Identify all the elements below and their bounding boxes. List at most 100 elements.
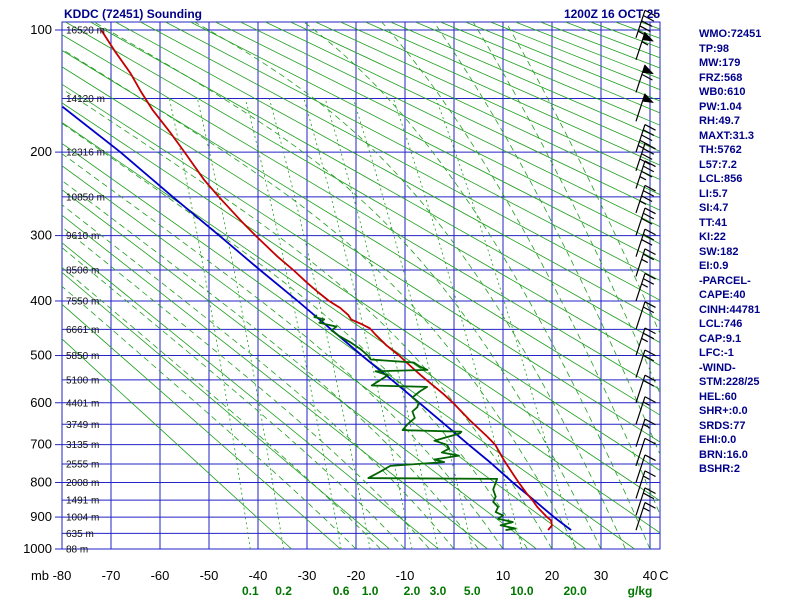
svg-text:16520 m: 16520 m (66, 26, 105, 37)
stat-line: LI:5.7 (699, 187, 728, 200)
stat-line: TP:98 (699, 42, 729, 55)
mixing-ratio-lines (169, 98, 576, 549)
svg-text:1004 m: 1004 m (66, 513, 99, 524)
svg-text:400: 400 (30, 293, 52, 308)
parcel-trace (62, 105, 572, 531)
stat-line: -WIND- (699, 361, 736, 374)
wind-barb (635, 142, 656, 172)
stat-line: BRN:16.0 (699, 448, 748, 461)
svg-text:100: 100 (30, 22, 52, 37)
stat-line: SRDS:77 (699, 419, 746, 432)
stat-line: SW:182 (699, 245, 739, 258)
wind-barb (635, 301, 656, 330)
svg-text:5850 m: 5850 m (66, 351, 99, 362)
stat-line: MW:179 (699, 57, 741, 69)
svg-text:900: 900 (30, 509, 52, 524)
stat-line: WMO:72451 (699, 28, 762, 40)
svg-text:30: 30 (594, 568, 608, 583)
stat-line: WB0:610 (699, 86, 746, 98)
wind-barb (635, 228, 656, 257)
stat-line: CAPE:40 (699, 289, 746, 301)
svg-text:10.0: 10.0 (510, 584, 534, 598)
temperature-axis-labels: -80 -70 -60 -50 -40 -30 -20 -10 10 20 30 40 C (53, 568, 669, 583)
svg-text:3135 m: 3135 m (66, 440, 99, 451)
stat-line: MAXT:31.3 (699, 129, 755, 142)
svg-text:-10: -10 (396, 568, 415, 583)
stat-line: CINH:44781 (699, 303, 761, 316)
svg-text:0.2: 0.2 (275, 584, 292, 598)
svg-text:600: 600 (30, 395, 52, 410)
stat-line: EI:0.9 (699, 260, 729, 272)
svg-text:88 m: 88 m (66, 545, 88, 556)
svg-text:700: 700 (30, 437, 52, 452)
wind-barbs (635, 9, 656, 531)
svg-text:5.0: 5.0 (464, 584, 481, 598)
svg-text:800: 800 (30, 474, 52, 489)
stat-line: TH:5762 (699, 144, 742, 156)
wind-barb (635, 437, 656, 467)
wind-barb (635, 272, 656, 302)
stat-line: LCL:856 (699, 173, 743, 185)
stat-line: PW:1.04 (699, 100, 742, 113)
sounding-datetime: 1200Z 16 OCT 25 (563, 7, 660, 21)
svg-text:5100 m: 5100 m (66, 375, 99, 386)
wind-barb (635, 207, 656, 236)
dewpoint-trace (313, 314, 517, 531)
wind-barb (635, 184, 656, 214)
dry-adiabats (62, 22, 660, 549)
wind-barb (635, 160, 656, 189)
stat-line: RH:49.7 (699, 115, 740, 127)
svg-text:-80: -80 (53, 568, 72, 583)
svg-text:2.0: 2.0 (404, 584, 421, 598)
stat-line: L57:7.2 (699, 158, 737, 171)
stat-line: TT:41 (699, 216, 728, 229)
wind-barb (635, 64, 655, 93)
temperature-trace (100, 29, 553, 531)
mixing-ratio-labels: 0.1 0.2 0.6 1.0 2.0 3.0 5.0 10.0 20.0 g/kg (242, 584, 652, 598)
svg-text:12316 m: 12316 m (66, 148, 105, 159)
svg-text:6661 m: 6661 m (66, 325, 99, 336)
svg-text:-40: -40 (249, 568, 268, 583)
mixing-unit-label: g/kg (628, 584, 653, 598)
svg-text:500: 500 (30, 348, 52, 363)
stat-line: LCL:746 (699, 318, 743, 330)
wind-barb (635, 502, 656, 531)
stat-line: BSHR:2 (699, 463, 740, 475)
wind-barb (635, 31, 655, 60)
wind-barb (635, 248, 656, 277)
svg-text:20: 20 (545, 568, 559, 583)
pressure-unit-label: mb (31, 568, 49, 583)
stat-line: CAP:9.1 (699, 332, 742, 345)
wind-barb (635, 9, 656, 39)
stat-line: LFC:-1 (699, 347, 734, 359)
svg-text:9610 m: 9610 m (66, 231, 99, 242)
svg-text:635 m: 635 m (66, 529, 94, 540)
stat-line: STM:228/25 (699, 376, 760, 388)
stat-line: FRZ:568 (699, 71, 743, 84)
svg-text:40: 40 (643, 568, 657, 583)
stat-line: HEL:60 (699, 390, 737, 403)
svg-text:1491 m: 1491 m (66, 496, 99, 507)
wind-barb (635, 374, 656, 403)
wind-barb (635, 487, 656, 516)
svg-text:-30: -30 (298, 568, 317, 583)
svg-text:0.1: 0.1 (242, 584, 259, 598)
stat-line: SI:4.7 (699, 202, 729, 214)
svg-text:7550 m: 7550 m (66, 296, 99, 307)
stat-line: SHR+:0.0 (699, 405, 748, 417)
svg-text:-20: -20 (347, 568, 366, 583)
svg-text:-70: -70 (102, 568, 121, 583)
page-title: KDDC (72451) Sounding (64, 7, 203, 21)
wind-barb (635, 327, 656, 356)
svg-text:-60: -60 (151, 568, 170, 583)
stat-line: KI:22 (699, 231, 726, 243)
svg-text:14120 m: 14120 m (66, 94, 105, 105)
svg-text:1000: 1000 (23, 541, 52, 556)
height-labels: 16520 m 14120 m 12316 m 10850 m 9610 m 8506 m… (66, 26, 105, 556)
svg-text:3.0: 3.0 (430, 584, 447, 598)
svg-text:4401 m: 4401 m (66, 398, 99, 409)
svg-text:10: 10 (496, 568, 510, 583)
wind-barb (635, 454, 656, 483)
